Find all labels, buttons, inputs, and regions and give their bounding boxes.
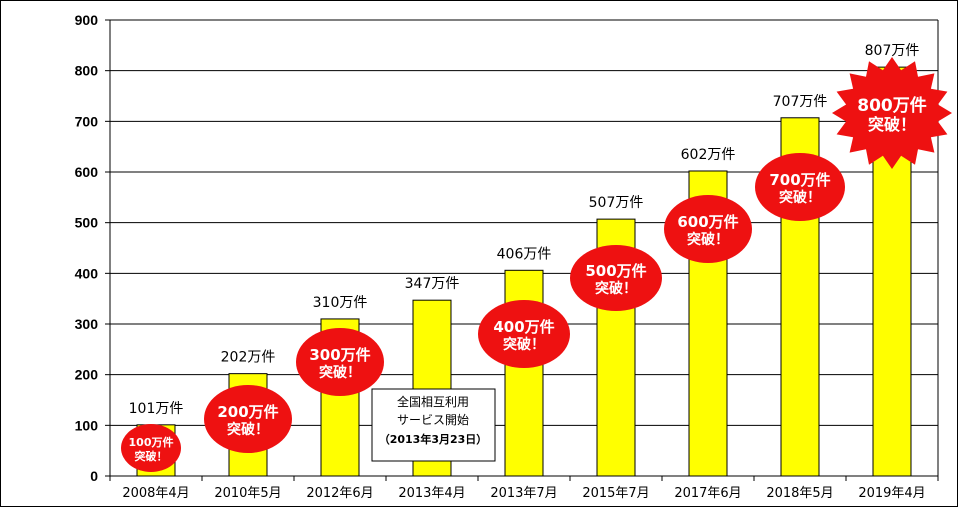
badge-line-2: 突破！ [227, 421, 269, 438]
value-label: 310万件 [313, 295, 368, 311]
x-tick-label: 2015年7月 [582, 486, 649, 501]
badge-line-1: 700万件 [769, 171, 830, 189]
badge-ellipse [664, 195, 752, 263]
annotation-box: 全国相互利用 サービス開始 （2013年3月23日） [371, 388, 496, 462]
y-tick-label: 900 [75, 12, 99, 28]
y-tick-label: 300 [75, 316, 99, 332]
badge-ellipse [478, 300, 570, 368]
annotation-line-1: 全国相互利用 [397, 394, 469, 409]
y-tick-label: 500 [75, 215, 99, 231]
badge-line-2: 突破！ [868, 115, 916, 134]
milestone-badges: 100万件突破！200万件突破！300万件突破！400万件突破！500万件突破！… [121, 57, 952, 472]
badge-line-1: 300万件 [309, 346, 370, 364]
value-label: 202万件 [221, 350, 276, 366]
y-tick-label: 800 [75, 63, 99, 79]
badge-line-2: 突破！ [779, 189, 821, 206]
badge-ellipse [204, 385, 292, 453]
badge-line-2: 突破！ [135, 449, 168, 463]
badge-ellipse [121, 424, 181, 472]
value-label: 347万件 [405, 276, 460, 292]
value-label: 807万件 [865, 43, 920, 59]
x-tick-label: 2019年4月 [858, 486, 925, 501]
badge-ellipse [296, 328, 384, 396]
x-axis: 2008年4月 2010年5月 2012年6月 2013年4月 2013年7月 2015年… [109, 475, 939, 501]
annotation-line-3: （2013年3月23日） [379, 432, 488, 446]
annotation-line-2: サービス開始 [397, 413, 469, 427]
y-tick-label: 200 [75, 367, 99, 383]
x-tick-label: 2010年5月 [214, 486, 281, 501]
value-label: 507万件 [589, 195, 644, 211]
x-tick-label: 2008年4月 [122, 486, 189, 501]
badge-line-1: 600万件 [677, 213, 738, 231]
badge-line-1: 500万件 [585, 262, 646, 280]
x-tick-label: 2017年6月 [674, 486, 741, 501]
badge-line-1: 200万件 [217, 403, 278, 421]
value-label: 406万件 [497, 246, 552, 262]
badge-line-2: 突破！ [319, 364, 361, 381]
x-tick-label: 2018年5月 [766, 486, 833, 501]
y-tick-label: 400 [75, 265, 99, 281]
value-labels: 101万件 202万件 310万件 347万件 406万件 507万件 602万件 707万件… [129, 43, 920, 417]
x-tick-label: 2013年4月 [398, 486, 465, 501]
value-label: 602万件 [681, 147, 736, 163]
badge-line-1: 100万件 [129, 435, 174, 449]
badge-ellipse [570, 245, 662, 311]
badge-line-1: 400万件 [493, 318, 554, 336]
badge-line-2: 突破！ [503, 336, 545, 353]
badge-line-1: 800万件 [857, 95, 927, 116]
badge-ellipse [755, 153, 845, 221]
value-label: 707万件 [773, 94, 828, 110]
badge-line-2: 突破！ [595, 280, 637, 297]
x-tick-label: 2012年6月 [306, 486, 373, 501]
y-tick-label: 0 [90, 468, 98, 484]
y-tick-label: 700 [75, 113, 99, 129]
x-tick-label: 2013年7月 [490, 486, 557, 501]
y-tick-label: 600 [75, 164, 99, 180]
badge-line-2: 突破！ [687, 231, 729, 248]
value-label: 101万件 [129, 401, 184, 417]
y-tick-label: 100 [75, 417, 99, 433]
annotation-box-rect [371, 388, 496, 462]
starburst-shape [832, 57, 952, 169]
